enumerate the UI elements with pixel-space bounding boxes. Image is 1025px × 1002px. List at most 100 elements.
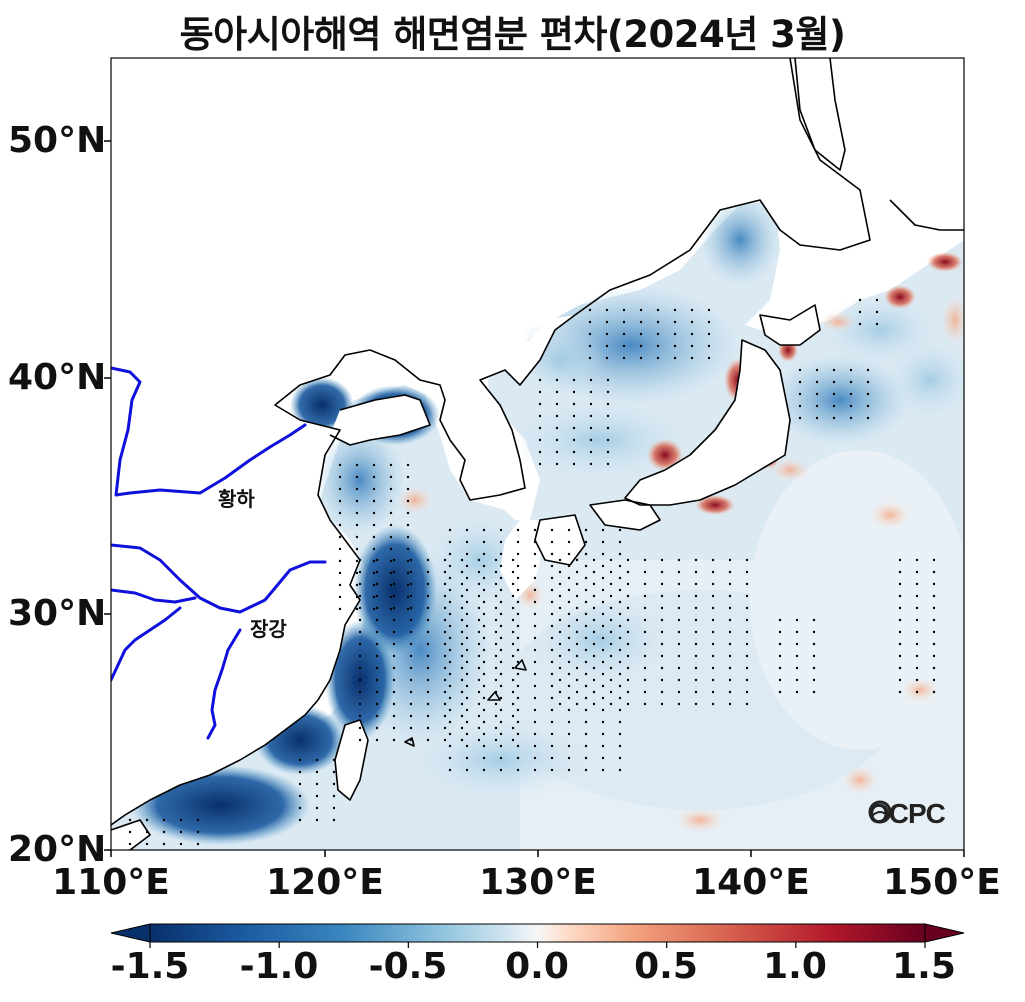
stipple-dot: [494, 618, 498, 622]
stipple-dot: [443, 714, 447, 718]
stipple-dot: [915, 582, 919, 586]
stipple-dot: [707, 356, 711, 360]
stipple-dot: [677, 642, 681, 646]
stipple-dot: [618, 756, 622, 760]
stipple-dot: [932, 690, 936, 694]
stipple-dot: [728, 642, 732, 646]
stipple-dot: [406, 559, 410, 563]
stipple-dot: [375, 558, 379, 562]
stipple-dot: [832, 416, 836, 420]
stipple-dot: [572, 414, 576, 418]
stipple-dot: [875, 322, 879, 326]
stipple-dot: [298, 818, 302, 822]
stipple-dot: [626, 630, 630, 634]
stipple-dot: [465, 744, 469, 748]
stipple-dot: [589, 414, 593, 418]
stipple-dot: [332, 806, 336, 810]
stipple-dot: [711, 654, 715, 658]
stipple-dot: [550, 684, 554, 688]
stipple-dot: [575, 630, 579, 634]
stipple-dot: [606, 378, 610, 382]
stipple-dot: [409, 654, 413, 658]
stipple-dot: [898, 678, 902, 682]
stipple-dot: [426, 606, 430, 610]
stipple-dot: [584, 648, 588, 652]
stipple-dot: [622, 356, 626, 360]
stipple-dot: [745, 558, 749, 562]
stipple-dot: [355, 463, 359, 467]
stipple-dot: [728, 654, 732, 658]
stipple-dot: [358, 594, 362, 598]
stipple-dot: [338, 463, 342, 467]
stipple-dot: [499, 636, 503, 640]
stipple-dot: [555, 438, 559, 442]
stipple-dot: [443, 726, 447, 730]
stipple-dot: [567, 624, 571, 628]
stipple-dot: [567, 756, 571, 760]
stipple-dot: [728, 666, 732, 670]
stipple-dot: [482, 552, 486, 556]
stipple-dot: [832, 368, 836, 372]
stipple-dot: [482, 708, 486, 712]
stipple-dot: [426, 702, 430, 706]
stipple-dot: [711, 630, 715, 634]
stipple-dot: [812, 666, 816, 670]
stipple-dot: [567, 744, 571, 748]
stipple-dot: [375, 714, 379, 718]
stipple-dot: [538, 438, 542, 442]
stipple-dot: [618, 708, 622, 712]
stipple-dot: [601, 636, 605, 640]
stipple-dot: [392, 690, 396, 694]
stipple-dot: [555, 390, 559, 394]
stipple-dot: [196, 818, 200, 822]
stipple-dot: [355, 559, 359, 563]
stipple-dot: [567, 732, 571, 736]
stipple-dot: [338, 571, 342, 575]
stipple-dot: [516, 660, 520, 664]
stipple-dot: [915, 690, 919, 694]
stipple-dot: [375, 738, 379, 742]
stipple-dot: [575, 618, 579, 622]
stipple-dot: [443, 582, 447, 586]
stipple-dot: [443, 618, 447, 622]
stipple-dot: [798, 392, 802, 396]
stipple-dot: [626, 642, 630, 646]
stipple-dot: [592, 702, 596, 706]
stipple-dot: [460, 738, 464, 742]
stipple-dot: [643, 678, 647, 682]
stipple-dot: [567, 528, 571, 532]
stipple-dot: [465, 768, 469, 772]
stipple-dot: [643, 582, 647, 586]
stipple-dot: [406, 475, 410, 479]
stipple-dot: [711, 618, 715, 622]
stipple-dot: [516, 732, 520, 736]
stipple-dot: [601, 756, 605, 760]
stipple-dot: [533, 756, 537, 760]
stipple-dot: [465, 624, 469, 628]
stipple-dot: [660, 654, 664, 658]
stipple-dot: [567, 600, 571, 604]
stipple-dot: [409, 690, 413, 694]
stipple-dot: [858, 322, 862, 326]
stipple-dot: [798, 416, 802, 420]
stipple-dot: [443, 678, 447, 682]
stipple-dot: [516, 768, 520, 772]
stipple-dot: [338, 487, 342, 491]
stipple-dot: [575, 690, 579, 694]
stipple-dot: [392, 606, 396, 610]
stipple-dot: [866, 380, 870, 384]
stipple-dot: [358, 738, 362, 742]
stipple-dot: [812, 630, 816, 634]
stipple-dot: [392, 594, 396, 598]
stipple-dot: [499, 600, 503, 604]
stipple-dot: [389, 475, 393, 479]
stipple-dot: [448, 612, 452, 616]
stipple-dot: [745, 690, 749, 694]
stipple-dot: [626, 582, 630, 586]
stipple-dot: [460, 618, 464, 622]
stipple-dot: [711, 642, 715, 646]
stipple-dot: [915, 618, 919, 622]
stipple-dot: [516, 684, 520, 688]
stipple-dot: [618, 576, 622, 580]
stipple-dot: [482, 720, 486, 724]
